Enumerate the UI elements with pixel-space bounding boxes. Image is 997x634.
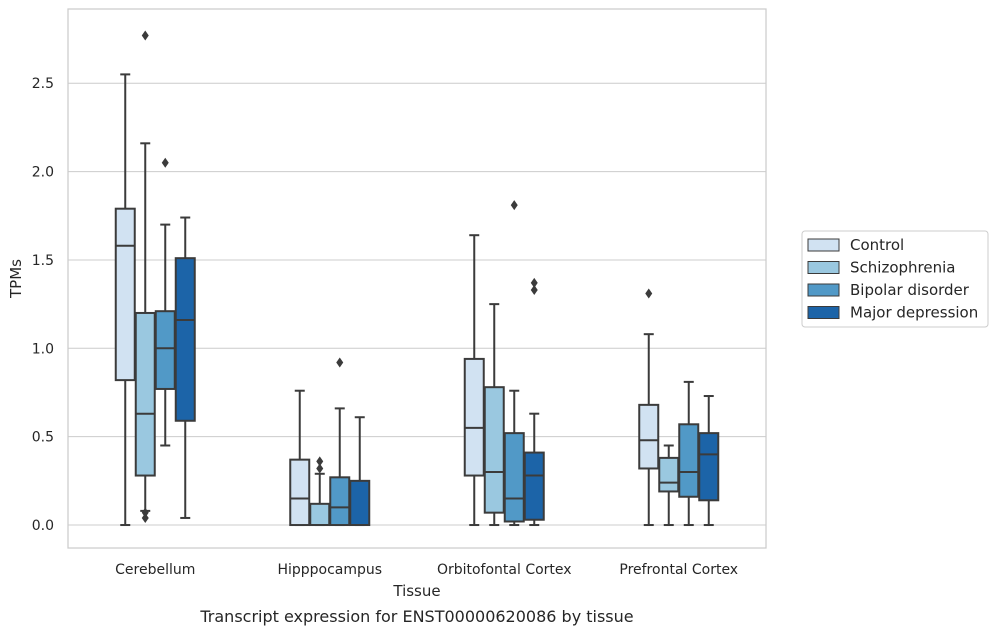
x-axis-label: Tissue xyxy=(392,582,440,600)
box-schizophrenia xyxy=(658,444,680,527)
box-body xyxy=(678,423,700,498)
plot-area-frame xyxy=(67,8,767,549)
x-tick-label: Cerebellum xyxy=(115,562,195,578)
box-body xyxy=(134,311,156,477)
box-bipolar-disorder xyxy=(678,380,700,527)
box-bipolar-disorder xyxy=(329,357,351,527)
outlier-point xyxy=(161,157,169,168)
legend-label: Schizophrenia xyxy=(850,259,955,277)
box-body xyxy=(114,207,136,382)
box-control xyxy=(463,234,485,527)
box-body xyxy=(463,357,485,477)
legend-swatch xyxy=(807,238,840,252)
x-tick-label: Prefrontal Cortex xyxy=(619,562,738,578)
y-tick-label: 2.5 xyxy=(32,76,54,92)
outlier-point xyxy=(316,463,324,474)
outlier-point xyxy=(141,507,149,518)
y-tick-label: 1.5 xyxy=(32,253,54,269)
y-axis-ticks: 0.0 0.5 1.0 1.5 2.0 2.5 xyxy=(32,76,54,534)
outlier-point xyxy=(530,284,538,295)
box-body xyxy=(503,432,525,523)
legend: Control Schizophrenia Bipolar disorder Majo… xyxy=(801,230,989,328)
box-major-depression xyxy=(698,395,720,527)
legend-frame xyxy=(801,230,989,328)
outlier-point xyxy=(645,288,653,299)
outlier-point xyxy=(141,30,149,41)
x-tick-label: Orbitofontal Cortex xyxy=(437,562,572,578)
box-body xyxy=(329,476,351,527)
legend-swatch xyxy=(807,261,840,274)
x-tick-label: Hipppocampus xyxy=(277,562,382,578)
box-body xyxy=(523,451,545,521)
box-body xyxy=(483,386,505,514)
box-body xyxy=(174,257,196,422)
box-plots xyxy=(114,30,720,527)
legend-label: Control xyxy=(850,236,904,254)
box-control xyxy=(638,288,660,527)
box-body xyxy=(309,502,331,527)
box-major-depression xyxy=(349,416,371,527)
legend-label: Major depression xyxy=(850,304,978,322)
outlier-point xyxy=(336,357,344,368)
box-body xyxy=(698,432,720,502)
box-body xyxy=(349,479,371,527)
outlier-point xyxy=(530,277,538,288)
box-body xyxy=(658,456,680,493)
box-control xyxy=(289,389,311,527)
box-major-depression xyxy=(174,216,196,519)
outlier-point xyxy=(316,456,324,467)
legend-label: Bipolar disorder xyxy=(850,281,970,299)
box-body xyxy=(638,403,660,470)
y-tick-label: 2.0 xyxy=(32,165,54,181)
y-tick-label: 1.0 xyxy=(32,341,54,357)
box-bipolar-disorder xyxy=(154,157,176,447)
y-tick-label: 0.5 xyxy=(32,430,54,446)
box-control xyxy=(114,73,136,527)
y-axis-label: TPMs xyxy=(7,259,25,299)
box-schizophrenia xyxy=(134,30,156,523)
box-schizophrenia xyxy=(309,456,331,527)
outlier-point xyxy=(141,512,149,523)
box-body xyxy=(289,458,311,527)
x-axis-ticks: Cerebellum Hipppocampus Orbitofontal Corte… xyxy=(115,562,738,578)
chart-caption: Transcript expression for ENST0000062008… xyxy=(199,607,633,626)
box-bipolar-disorder xyxy=(503,200,525,527)
legend-swatch xyxy=(807,306,840,319)
y-tick-label: 0.0 xyxy=(32,518,54,534)
legend-swatch xyxy=(807,283,840,297)
box-major-depression xyxy=(523,277,545,527)
box-schizophrenia xyxy=(483,303,505,527)
outlier-point xyxy=(510,200,518,211)
box-body xyxy=(154,310,176,390)
